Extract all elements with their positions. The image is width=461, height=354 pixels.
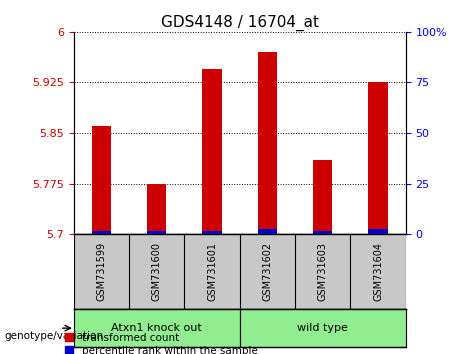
Bar — [368, 82, 388, 234]
Bar — [258, 229, 277, 234]
Bar — [92, 126, 111, 234]
Text: GSM731604: GSM731604 — [373, 242, 383, 301]
Text: GSM731603: GSM731603 — [318, 242, 328, 301]
Text: GSM731600: GSM731600 — [152, 242, 162, 301]
Text: GSM731602: GSM731602 — [262, 242, 272, 301]
Bar — [368, 229, 388, 234]
Text: GSM731599: GSM731599 — [96, 242, 106, 301]
Bar — [313, 160, 332, 234]
Bar — [92, 231, 111, 234]
Text: genotype/variation: genotype/variation — [5, 331, 104, 341]
Text: Atxn1 knock out: Atxn1 knock out — [112, 323, 202, 333]
Legend: transformed count, percentile rank within the sample: transformed count, percentile rank withi… — [65, 333, 258, 354]
Text: wild type: wild type — [297, 323, 348, 333]
Bar — [258, 52, 277, 234]
Bar — [147, 184, 166, 234]
Bar — [202, 231, 222, 234]
Bar — [147, 231, 166, 234]
Title: GDS4148 / 16704_at: GDS4148 / 16704_at — [161, 14, 319, 30]
Text: GSM731601: GSM731601 — [207, 242, 217, 301]
Bar — [202, 69, 222, 234]
Bar — [240, 309, 406, 347]
Bar — [313, 231, 332, 234]
Bar — [74, 309, 240, 347]
